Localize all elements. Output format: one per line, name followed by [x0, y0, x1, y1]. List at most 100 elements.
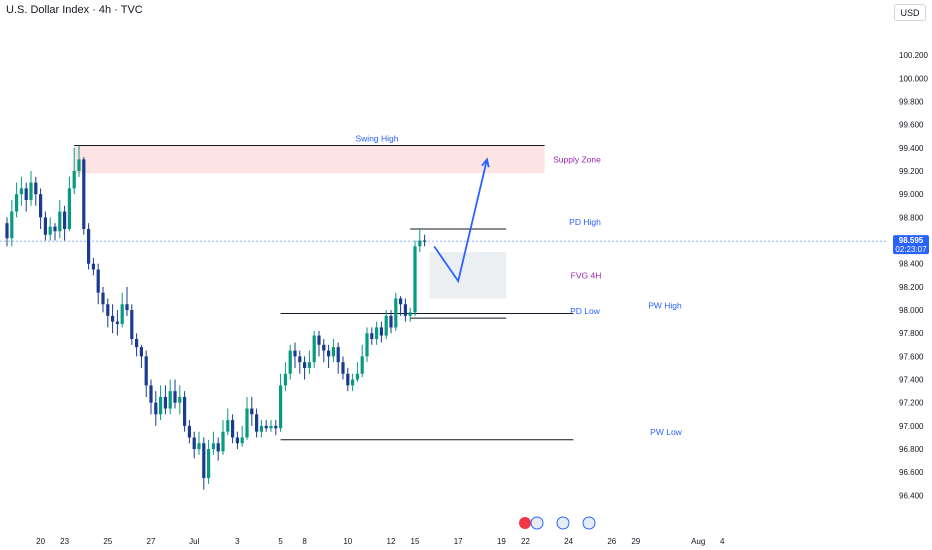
candle-body	[77, 159, 81, 172]
candle	[312, 330, 316, 368]
time-tick: 8	[302, 537, 307, 546]
time-tick: 19	[497, 537, 506, 546]
label-pw-high: PW High	[648, 301, 682, 311]
candle-body	[187, 425, 191, 438]
chart-title: U.S. Dollar Index · 4h · TVC	[6, 4, 143, 16]
event-icon[interactable]	[530, 516, 544, 530]
events-strip	[519, 516, 596, 530]
candle-body	[91, 263, 95, 270]
candle-body	[216, 443, 220, 452]
candle	[245, 396, 249, 440]
time-tick: 22	[521, 537, 530, 546]
candle-body	[403, 304, 407, 316]
candle	[187, 420, 191, 444]
candle-body	[130, 310, 134, 340]
candle	[331, 339, 335, 363]
candle	[355, 362, 359, 382]
candle	[303, 356, 307, 380]
candle-body	[317, 335, 321, 345]
time-tick: 5	[278, 537, 283, 546]
candle	[91, 257, 95, 276]
projection-arrow	[433, 159, 488, 284]
event-icon[interactable]	[582, 516, 596, 530]
candle	[231, 414, 235, 444]
candle	[183, 391, 187, 432]
time-tick: 10	[343, 537, 352, 546]
candle-body	[159, 396, 163, 415]
event-icon[interactable]	[556, 516, 570, 530]
candle-body	[207, 449, 211, 479]
candle-body	[312, 335, 316, 363]
candle-body	[327, 350, 331, 357]
candle	[413, 240, 417, 316]
candle-body	[231, 420, 235, 438]
currency-selector[interactable]: USD	[894, 4, 926, 21]
candle	[111, 304, 115, 334]
price-tick: 98.000	[899, 306, 924, 315]
candle	[408, 307, 412, 322]
candle-body	[72, 171, 76, 189]
candle	[19, 176, 23, 206]
time-tick: Jul	[189, 537, 199, 546]
candle	[370, 327, 374, 345]
levels-layer	[74, 145, 574, 441]
candle-body	[144, 356, 148, 386]
candle	[163, 385, 167, 415]
candle-body	[240, 437, 244, 444]
candle-body	[279, 385, 283, 429]
candle-body	[360, 356, 364, 374]
candle-body	[82, 159, 86, 229]
time-tick: 3	[235, 537, 240, 546]
candle-body	[346, 373, 350, 386]
candle-body	[288, 350, 292, 374]
candle-body	[48, 226, 52, 235]
candle-body	[53, 226, 57, 232]
candle-body	[375, 327, 379, 340]
candle	[418, 228, 422, 253]
price-tick: 97.600	[899, 352, 924, 361]
candle-body	[173, 391, 177, 403]
candle	[207, 439, 211, 484]
candle	[327, 344, 331, 368]
candle	[346, 367, 350, 392]
candle-body	[106, 304, 110, 316]
candle	[43, 211, 47, 241]
candle-body	[10, 211, 14, 239]
time-axis[interactable]: 20 23 25 27 Jul 3 5 8 10 12 15 17 19 22 24 26 29 Aug 4	[36, 537, 725, 546]
candle-body	[183, 396, 187, 426]
price-tick: 96.800	[899, 445, 924, 454]
candle	[394, 292, 398, 331]
candle	[120, 292, 124, 328]
candle	[399, 296, 403, 316]
candle	[250, 396, 254, 426]
candle	[298, 350, 302, 374]
time-tick: 25	[103, 537, 112, 546]
candle-body	[298, 356, 302, 363]
candle-body	[226, 420, 230, 432]
last-price-tag: 98.595 02:23:07	[893, 235, 929, 255]
candle	[178, 385, 182, 415]
candle	[139, 344, 143, 368]
price-tick: 97.400	[899, 376, 924, 385]
candle	[211, 431, 215, 455]
candle-body	[163, 396, 167, 409]
candle	[125, 286, 129, 316]
label-pd-high: PD High	[569, 217, 601, 227]
candle	[135, 333, 139, 357]
candle	[63, 205, 67, 241]
candle-body	[202, 443, 206, 479]
price-tick: 97.200	[899, 399, 924, 408]
price-tick: 99.400	[899, 144, 924, 153]
zones-layer	[74, 145, 545, 299]
price-tick: 98.800	[899, 213, 924, 222]
candle	[72, 147, 76, 195]
candle-body	[255, 414, 259, 432]
candle-body	[408, 312, 412, 316]
candle	[96, 263, 100, 305]
candle-body	[341, 362, 345, 374]
price-axis[interactable]: 100.200 100.000 99.800 99.600 99.400 99.200 99…	[899, 51, 928, 500]
candle	[115, 310, 119, 336]
candle	[173, 379, 177, 409]
event-icon[interactable]	[519, 517, 531, 529]
